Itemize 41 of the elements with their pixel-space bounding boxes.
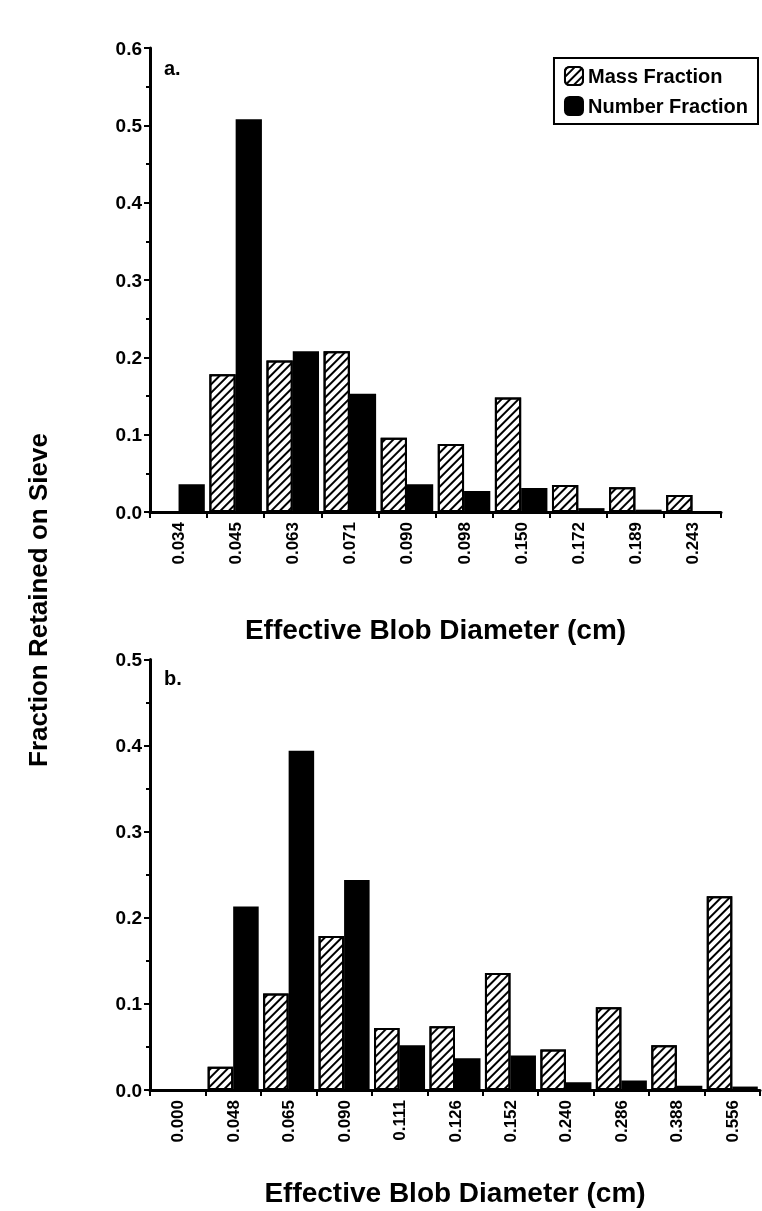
y-tick-label: 0.6 bbox=[115, 37, 142, 59]
x-tick-label: 0.000 bbox=[168, 1100, 188, 1143]
x-tick-label: 0.065 bbox=[279, 1100, 299, 1143]
legend-label: Mass Fraction bbox=[587, 65, 723, 87]
y-tick-label: 0.5 bbox=[115, 649, 143, 670]
legend-label: Number Fraction bbox=[587, 95, 749, 117]
x-axis-title: Effective Blob Diameter (cm) bbox=[244, 613, 627, 645]
x-tick-label: 0.388 bbox=[667, 1100, 687, 1143]
x-tick-label: 0.090 bbox=[334, 1100, 354, 1143]
x-tick-label: 0.034 bbox=[169, 521, 189, 565]
x-tick-label: 0.126 bbox=[445, 1100, 465, 1143]
x-tick-label: 0.152 bbox=[500, 1100, 520, 1143]
annotation: a. bbox=[164, 57, 181, 79]
y-tick-label: 0.1 bbox=[115, 993, 143, 1015]
y-tick-label: 0.3 bbox=[115, 821, 142, 843]
y-tick-label: 0.0 bbox=[115, 1079, 142, 1101]
annotation: b. bbox=[164, 667, 182, 689]
x-tick-label: 0.071 bbox=[340, 522, 360, 565]
x-tick-label: 0.150 bbox=[511, 522, 531, 565]
x-tick-label: 0.286 bbox=[611, 1100, 631, 1143]
x-tick-label: 0.048 bbox=[223, 1100, 243, 1143]
y-tick-label: 0.2 bbox=[115, 907, 142, 929]
x-tick-label: 0.189 bbox=[625, 522, 645, 565]
y-tick-label: 0.4 bbox=[115, 192, 143, 214]
x-tick-label: 0.090 bbox=[397, 522, 417, 565]
x-tick-label: 0.063 bbox=[283, 522, 303, 565]
y-tick-label: 0.2 bbox=[115, 346, 142, 368]
y-tick-label: 0.3 bbox=[115, 269, 142, 291]
x-tick-label: 0.240 bbox=[556, 1100, 576, 1143]
x-tick-label: 0.045 bbox=[226, 522, 246, 565]
x-tick-label: 0.172 bbox=[568, 522, 588, 565]
x-tick-label: 0.556 bbox=[722, 1100, 742, 1143]
x-tick-label: 0.098 bbox=[454, 522, 474, 565]
x-tick-label: 0.243 bbox=[682, 522, 702, 565]
y-tick-label: 0.0 bbox=[115, 501, 142, 523]
x-tick-label: 0.111 bbox=[390, 1100, 410, 1141]
y-tick-label: 0.4 bbox=[115, 735, 143, 757]
x-axis-title: Effective Blob Diameter (cm) bbox=[264, 1176, 646, 1208]
y-axis-title: Fraction Retained on Sieve bbox=[22, 433, 54, 767]
y-tick-label: 0.5 bbox=[115, 114, 143, 136]
y-tick-label: 0.1 bbox=[115, 424, 143, 446]
